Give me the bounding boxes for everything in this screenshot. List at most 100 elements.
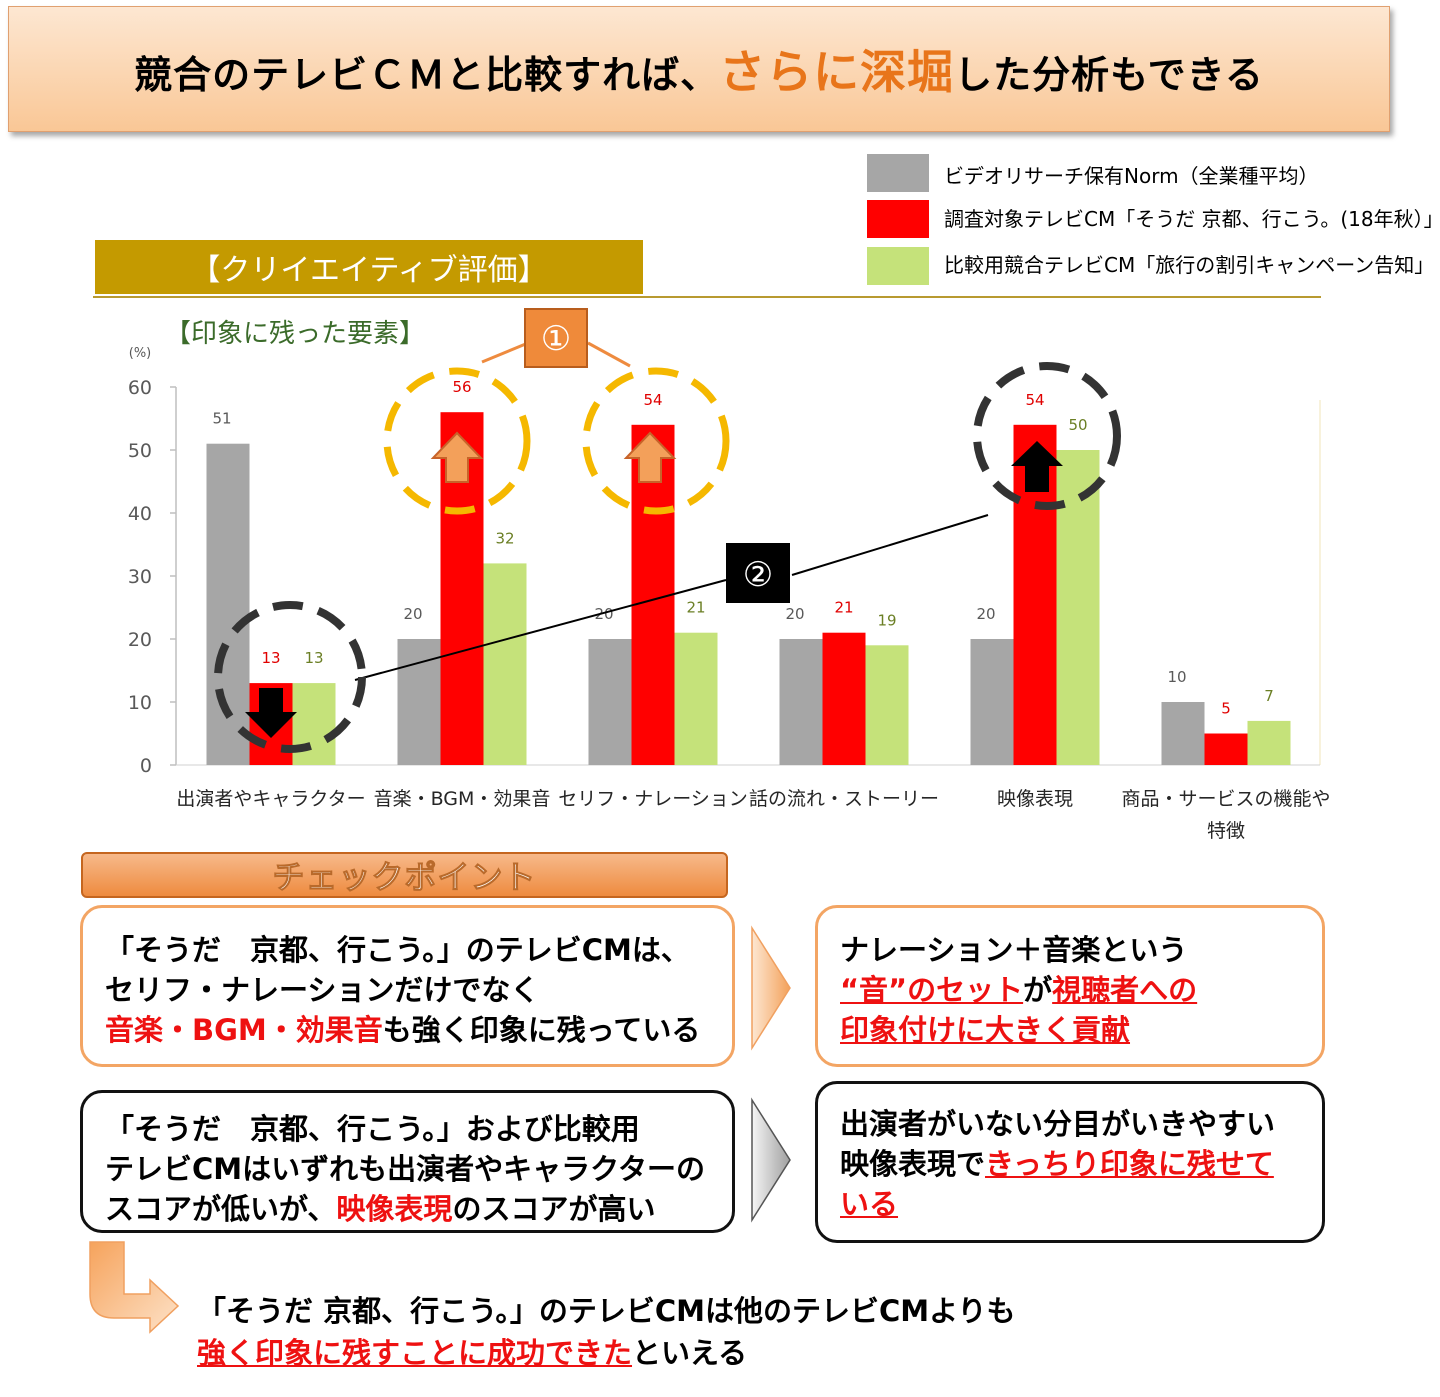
finding-2-line-3-a: スコアが低いが、 bbox=[105, 1192, 337, 1226]
arrow-down-icon bbox=[245, 688, 297, 738]
legend-swatch-norm bbox=[867, 154, 929, 192]
insight-2-line-2-a: 映像表現で bbox=[840, 1147, 986, 1181]
y-tick-label: 40 bbox=[128, 503, 152, 525]
checkpoint-finding-1: 「そうだ 京都、行こう。」のテレビCMは、 セリフ・ナレーションだけでなく 音楽… bbox=[80, 905, 735, 1067]
bar-target bbox=[822, 632, 866, 765]
arrow-up-icon bbox=[1011, 441, 1063, 492]
conclusion-line-2-rest: といえる bbox=[632, 1336, 748, 1370]
data-label-target: 56 bbox=[452, 378, 471, 396]
title-banner: 競合のテレビＣＭと比較すれば、さらに深堀した分析もできる bbox=[8, 6, 1390, 132]
insight-1-highlight-a: “音”のセット bbox=[840, 973, 1024, 1007]
page-title: 競合のテレビＣＭと比較すれば、さらに深堀した分析もできる bbox=[134, 36, 1264, 102]
bar-target bbox=[1204, 733, 1248, 765]
finding-1-line-3-rest: も強く印象に残っている bbox=[382, 1013, 701, 1047]
conclusion-line-1: 「そうだ 京都、行こう。」のテレビCMは他のテレビCMよりも bbox=[197, 1294, 1016, 1328]
bar-norm bbox=[1161, 702, 1205, 765]
data-label-target: 13 bbox=[261, 649, 280, 667]
legend-label-target: 調査対象テレビCM「そうだ 京都、行こう。(18年秋）」 bbox=[944, 207, 1440, 231]
y-tick-label: 50 bbox=[128, 440, 152, 462]
insight-2-highlight: きっちり印象に残せて bbox=[985, 1147, 1274, 1181]
conclusion-line-2: 強く印象に残すことに成功できたといえる bbox=[197, 1332, 1016, 1374]
finding-2-line-3: スコアが低いが、映像表現のスコアが高い bbox=[105, 1189, 712, 1229]
bar-norm bbox=[588, 639, 632, 765]
legend-label-norm: ビデオリサーチ保有Norm（全業種平均） bbox=[944, 164, 1319, 188]
data-label-norm: 20 bbox=[785, 605, 804, 623]
legend-label-competitor: 比較用競合テレビCM「旅行の割引キャンペーン告知」 bbox=[944, 253, 1435, 277]
highlight-circle-cast bbox=[214, 601, 366, 753]
data-label-norm: 20 bbox=[594, 605, 613, 623]
checkpoint-title: チェックポイント bbox=[272, 858, 537, 897]
data-label-norm: 10 bbox=[1167, 668, 1186, 686]
finding-2-line-2: テレビCMはいずれも出演者やキャラクターの bbox=[105, 1152, 705, 1186]
data-label-competitor: 32 bbox=[495, 529, 514, 547]
bent-arrow-icon bbox=[89, 1241, 180, 1334]
data-label-target: 5 bbox=[1221, 700, 1231, 718]
bar-chart: 0 10 20 30 40 50 60 (%) 51 13 13 出演者やキャラクター 20 56 32 音… bbox=[128, 308, 1331, 842]
x-tick-label: 出演者やキャラクター bbox=[176, 788, 365, 810]
conclusion-highlight: 強く印象に残すことに成功できた bbox=[197, 1336, 633, 1370]
data-label-competitor: 21 bbox=[686, 599, 705, 617]
chevron-right-icon bbox=[751, 1097, 791, 1223]
marker-1-box bbox=[524, 308, 588, 368]
marker-1-label: ① bbox=[541, 319, 571, 359]
chart-subtitle: 【印象に残った要素】 bbox=[165, 319, 426, 349]
x-tick-label: 映像表現 bbox=[997, 788, 1073, 810]
conclusion: 「そうだ 京都、行こう。」のテレビCMは他のテレビCMよりも 強く印象に残すこと… bbox=[197, 1290, 1016, 1374]
bar-competitor bbox=[483, 563, 527, 765]
title-part-1: 競合のテレビＣＭと比較すれば、 bbox=[134, 53, 720, 97]
finding-1-highlight: 音楽・BGM・効果音 bbox=[105, 1013, 383, 1047]
y-tick-label: 0 bbox=[140, 755, 152, 777]
x-tick-label: 話の流れ・ストーリー bbox=[749, 788, 939, 810]
insight-2-line-2: 映像表現できっちり印象に残せて bbox=[840, 1144, 1302, 1184]
insight-1-line-2-mid: が bbox=[1023, 973, 1053, 1007]
finding-1-line-2: セリフ・ナレーションだけでなく bbox=[105, 973, 540, 1007]
y-tick-label: 30 bbox=[128, 566, 152, 588]
x-tick-label: セリフ・ナレーション bbox=[558, 788, 748, 810]
insight-2-line-3: いる bbox=[840, 1187, 899, 1221]
x-tick-label: 特徴 bbox=[1207, 820, 1245, 842]
bar-competitor bbox=[674, 632, 718, 765]
checkpoint-insight-1: ナレーション＋音楽という “音”のセットが視聴者への 印象付けに大きく貢献 bbox=[815, 905, 1325, 1067]
insight-1-line-1: ナレーション＋音楽という bbox=[840, 933, 1188, 967]
arrow-up-icon bbox=[430, 431, 484, 483]
highlight-circle-music bbox=[383, 367, 531, 515]
marker1-connector-right bbox=[587, 341, 631, 368]
y-tick-label: 20 bbox=[128, 629, 152, 651]
bar-norm bbox=[397, 639, 441, 765]
y-tick-label: 60 bbox=[128, 377, 152, 399]
section-header: 【クリイエイティブ評価】 bbox=[95, 240, 643, 294]
chevron-right-icon bbox=[751, 925, 791, 1051]
marker-2-label: ② bbox=[743, 555, 773, 595]
title-highlight: さらに深堀 bbox=[719, 45, 955, 99]
data-label-target: 54 bbox=[643, 391, 662, 409]
marker1-connector-left bbox=[481, 341, 529, 364]
insight-1-highlight-b: 視聴者への bbox=[1052, 973, 1198, 1007]
y-axis-unit: (%) bbox=[129, 346, 152, 361]
data-label-competitor: 13 bbox=[304, 649, 323, 667]
data-label-target: 21 bbox=[834, 599, 853, 617]
insight-1-line-3: 印象付けに大きく貢献 bbox=[840, 1013, 1131, 1047]
data-label-competitor: 19 bbox=[877, 611, 896, 629]
finding-2-line-1: 「そうだ 京都、行こう。」および比較用 bbox=[105, 1112, 640, 1146]
data-label-competitor: 50 bbox=[1068, 416, 1087, 434]
checkpoint-finding-2: 「そうだ 京都、行こう。」および比較用 テレビCMはいずれも出演者やキャラクター… bbox=[80, 1090, 735, 1233]
checkpoint-header: チェックポイント bbox=[81, 852, 728, 898]
title-part-2: した分析もできる bbox=[954, 53, 1264, 97]
bar-competitor bbox=[865, 645, 909, 765]
finding-1-line-1: 「そうだ 京都、行こう。」のテレビCMは、 bbox=[105, 933, 690, 967]
data-label-competitor: 7 bbox=[1264, 687, 1274, 705]
highlight-circle-visual bbox=[973, 362, 1121, 510]
finding-2-highlight: 映像表現 bbox=[336, 1192, 453, 1226]
marker2-connector-left bbox=[354, 579, 727, 681]
section-title: 【クリイエイティブ評価】 bbox=[190, 253, 548, 288]
x-tick-label: 商品・サービスの機能や bbox=[1121, 788, 1330, 810]
data-label-norm: 20 bbox=[976, 605, 995, 623]
bar-competitor bbox=[1247, 720, 1291, 765]
section-divider bbox=[93, 296, 1321, 298]
data-label-norm: 51 bbox=[212, 410, 231, 428]
insight-2-line-1: 出演者がいない分目がいきやすい bbox=[840, 1107, 1276, 1141]
finding-2-line-3-b: のスコアが高い bbox=[452, 1192, 656, 1226]
checkpoint-insight-2: 出演者がいない分目がいきやすい 映像表現できっちり印象に残せて いる bbox=[815, 1081, 1325, 1243]
marker2-connector-right bbox=[791, 514, 989, 576]
